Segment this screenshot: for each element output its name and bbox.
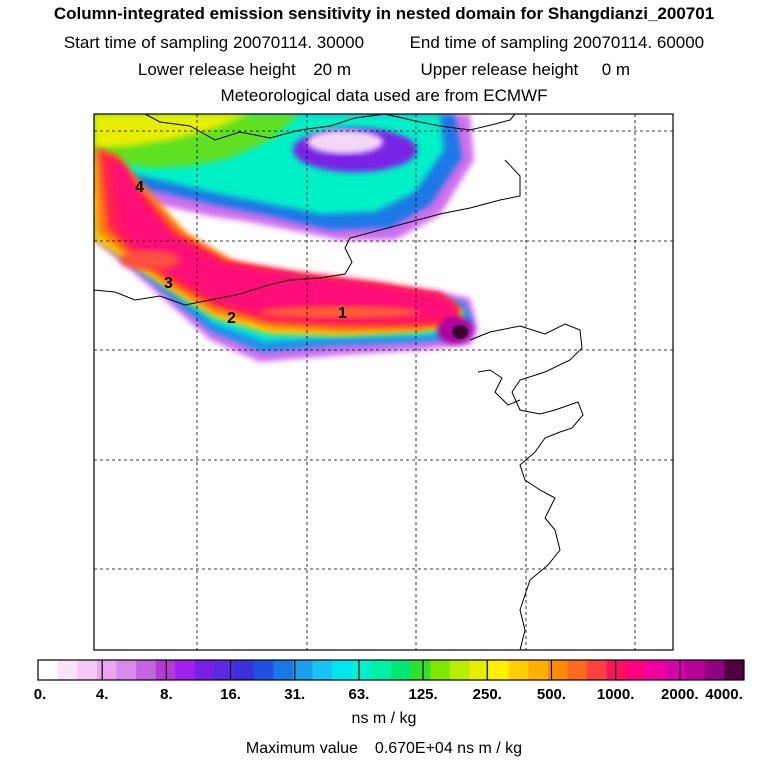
colorbar-tick-label: 125. xyxy=(408,686,438,703)
colorbar-cell xyxy=(587,660,608,680)
figure-title: Column-integrated emission sensitivity i… xyxy=(53,4,715,23)
colorbar-cell xyxy=(332,660,353,680)
upper-release-value: 0 m xyxy=(601,60,631,79)
max-value-label: Maximum value xyxy=(245,740,358,757)
plume-band-orange-2 xyxy=(120,250,180,270)
coast-inlet xyxy=(477,369,521,406)
colorbar-cell xyxy=(704,660,725,680)
colorbar-cell xyxy=(57,660,78,680)
colorbar-cell xyxy=(645,660,667,680)
colorbar-units: ns m / kg xyxy=(351,710,417,727)
colorbar-cell xyxy=(175,660,196,680)
end-label: End time of sampling xyxy=(409,33,569,52)
plume-upper-hole xyxy=(307,130,383,154)
colorbar-cell xyxy=(606,660,627,680)
max-value-number: 0.670E+04 xyxy=(374,740,453,757)
max-value-line: Maximum value 0.670E+04 ns m / kg xyxy=(0,740,768,758)
colorbar-cell xyxy=(685,660,706,680)
colorbar-cell xyxy=(116,660,137,680)
colorbar-cell xyxy=(351,660,372,680)
colorbar-cell xyxy=(665,660,686,680)
colorbar-cell xyxy=(489,660,510,680)
colorbar-cell xyxy=(567,660,588,680)
plume-lower-magenta xyxy=(112,160,456,320)
colorbar-tick-label: 4. xyxy=(95,686,109,703)
lower-release-label: Lower release height xyxy=(137,60,296,79)
gridlines xyxy=(94,114,673,650)
colorbar-cell xyxy=(410,660,431,680)
colorbar-cell xyxy=(38,660,59,680)
colorbar-cell xyxy=(194,660,215,680)
colorbar-cell xyxy=(96,660,117,680)
plume-label-3: 3 xyxy=(164,275,173,292)
start-label: Start time of sampling xyxy=(63,33,229,52)
plume-labels: 1 2 3 4 xyxy=(135,179,347,327)
colorbar-cell xyxy=(528,660,549,680)
colorbar-cell xyxy=(234,660,255,680)
border-north xyxy=(144,113,516,141)
colorbar-cell xyxy=(292,660,314,680)
map-frame xyxy=(93,113,674,651)
colorbar-tick-label: 4000. xyxy=(705,686,743,703)
colorbar-tick-label: 2000. xyxy=(661,686,699,703)
plume-label-4: 4 xyxy=(135,179,144,196)
plume-label-2: 2 xyxy=(227,310,236,327)
upper-release-label: Upper release height xyxy=(420,60,579,79)
colorbar-cell xyxy=(214,660,235,680)
coastlines xyxy=(93,113,584,651)
border-middle xyxy=(93,159,521,306)
colorbar-cell xyxy=(253,660,274,680)
colorbar-cell xyxy=(273,660,294,680)
coast-korea xyxy=(469,323,584,651)
colorbar-tick-label: 63. xyxy=(348,686,370,703)
plume-field xyxy=(94,114,478,362)
plume-band-orange xyxy=(260,306,420,318)
colorbar-dividers xyxy=(101,660,681,680)
colorbar-cell xyxy=(724,660,745,680)
colorbar-cell xyxy=(136,660,157,680)
colorbar-cell xyxy=(469,660,490,680)
colorbar-tick-label: 500. xyxy=(536,686,567,703)
receptor-core xyxy=(452,325,468,339)
colorbar-cell xyxy=(77,660,98,680)
colorbar-tick-label: 1000. xyxy=(596,686,635,703)
colorbar-cell xyxy=(312,660,333,680)
colorbar xyxy=(38,660,745,680)
colorbar-cell xyxy=(430,660,451,680)
colorbar-tick-label: 0. xyxy=(33,686,47,703)
end-value: 20070114. 60000 xyxy=(573,33,705,52)
lower-release-value: 20 m xyxy=(313,60,351,79)
start-value: 20070114. 30000 xyxy=(232,33,365,52)
colorbar-cell xyxy=(449,660,470,680)
met-data-note: Meteorological data used are from ECMWF xyxy=(220,86,548,105)
max-value-units: ns m / kg xyxy=(457,740,523,757)
colorbar-cell xyxy=(508,660,529,680)
colorbar-tick-label: 31. xyxy=(284,686,306,703)
colorbar-cell xyxy=(155,660,176,680)
release-heights: Lower release height 20 m Upper release … xyxy=(0,60,768,80)
colorbar-tick-label: 8. xyxy=(160,686,173,703)
colorbar-cell xyxy=(547,660,568,680)
colorbar-frame xyxy=(37,659,745,681)
colorbar-cell xyxy=(371,660,392,680)
colorbar-tick-label: 16. xyxy=(220,686,241,703)
colorbar-tick-label: 250. xyxy=(472,686,502,703)
sampling-times: Start time of sampling 20070114. 30000 E… xyxy=(0,33,768,53)
plume-label-1: 1 xyxy=(338,305,347,322)
colorbar-cell xyxy=(626,660,647,680)
colorbar-cell xyxy=(391,660,412,680)
